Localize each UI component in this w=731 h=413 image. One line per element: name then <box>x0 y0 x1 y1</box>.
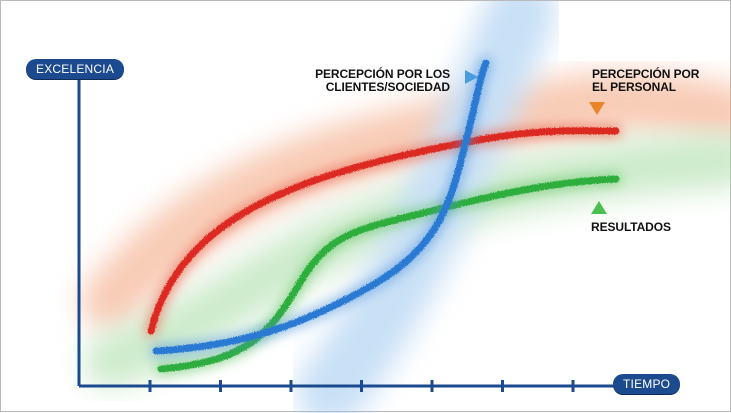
y-axis-label: EXCELENCIA <box>26 59 125 79</box>
staff-label-line-2: EL PERSONAL <box>592 80 677 94</box>
staff-label-line-1: PERCEPCIÓN POR <box>592 67 700 81</box>
clients-perception-label: PERCEPCIÓN POR LOS CLIENTES/SOCIEDAD <box>290 68 450 94</box>
curves <box>145 57 622 375</box>
x-axis-label: TIEMPO <box>613 374 681 394</box>
x-axis-ticks <box>148 380 575 392</box>
clients-right-arrow-icon <box>465 70 478 84</box>
results-label: RESULTADOS <box>591 221 711 234</box>
results-label-line-1: RESULTADOS <box>591 220 671 234</box>
staff-down-arrow-icon <box>589 102 605 115</box>
axes <box>77 73 631 392</box>
staff-perception-label: PERCEPCIÓN POR EL PERSONAL <box>592 68 727 94</box>
series-markers <box>465 70 607 214</box>
clients-label-line-1: PERCEPCIÓN POR LOS <box>315 67 450 81</box>
staff-curve <box>147 127 620 335</box>
results-up-arrow-icon <box>591 201 607 214</box>
clients-label-line-2: CLIENTES/SOCIEDAD <box>325 80 450 94</box>
clients-curve <box>152 59 490 355</box>
